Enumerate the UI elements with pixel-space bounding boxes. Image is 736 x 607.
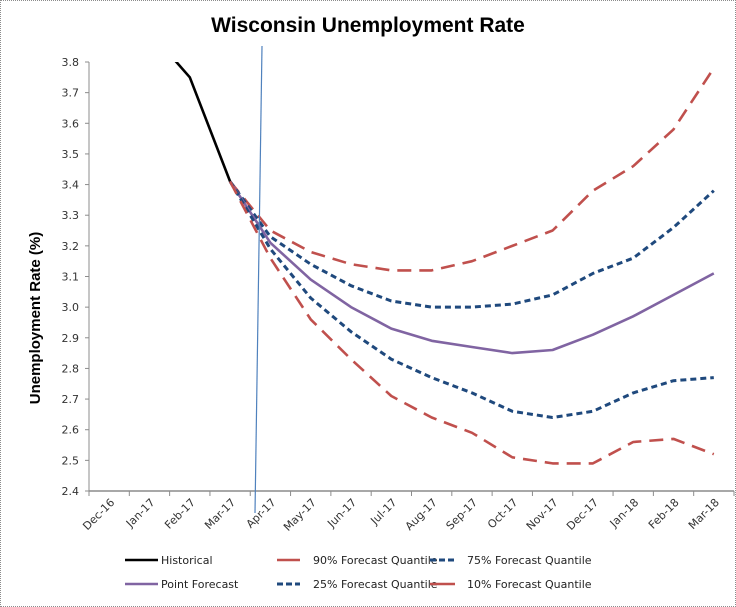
x-tick-label: Oct-17 [485,496,520,531]
series-line-historical [174,62,232,182]
y-tick-label: 2.6 [62,424,80,437]
x-tick-label: Feb-18 [646,496,682,532]
y-tick-label: 2.7 [62,393,80,406]
x-tick-label: Jan-18 [607,496,642,531]
series-line-10-forecast-quantile [228,180,715,465]
y-tick-label: 3.3 [62,209,80,222]
chart-title: Wisconsin Unemployment Rate [211,14,525,37]
legend-label: 25% Forecast Quantile [313,578,438,591]
x-tick-label: Sep-17 [444,496,481,533]
legend-item[interactable]: 75% Forecast Quantile [430,554,592,567]
series-line-90-forecast-quantile [229,67,715,272]
x-tick-label: May-17 [281,496,319,534]
legend-label: 90% Forecast Quantile [313,554,438,567]
y-tick-label: 2.9 [62,332,80,345]
x-tick-label: Jul-17 [367,496,399,528]
legend-item[interactable]: Point Forecast [125,578,239,591]
y-tick-label: 2.8 [62,362,80,375]
legend-item[interactable]: 90% Forecast Quantile [277,554,438,567]
series-line-point-forecast [229,180,715,355]
y-tick-label: 2.5 [62,454,80,467]
legend-item[interactable]: 25% Forecast Quantile [277,578,438,591]
y-tick-label: 3.4 [62,179,80,192]
x-tick-label: Aug-17 [403,496,440,533]
legend-item[interactable]: 10% Forecast Quantile [430,578,592,591]
x-tick-label: Dec-17 [564,496,601,533]
x-tick-label: Mar-18 [686,496,722,532]
legend-label: Historical [161,554,213,567]
y-axis-title: Unemployment Rate (%) [27,232,44,405]
x-tick-label: Nov-17 [524,496,561,533]
x-tick-label: Jun-17 [324,496,359,531]
legend-label: Point Forecast [161,578,239,591]
x-tick-label: Mar-17 [202,496,238,532]
y-tick-label: 3.5 [62,148,80,161]
legend: Historical 90% Forecast Quantile 75% Forec… [125,554,592,591]
forecast-start-marker-line [254,45,263,514]
x-tick-label: Jan-17 [123,496,158,531]
series-group [174,62,715,465]
y-tick-label: 3.1 [62,271,80,284]
legend-item[interactable]: Historical [125,554,213,567]
legend-label: 10% Forecast Quantile [467,578,592,591]
y-axis-ticks: 2.4 2.5 2.6 2.7 2.8 2.9 3.0 3.1 3.2 3.3 3.4 3.5 3.6 3… [62,56,89,498]
y-tick-label: 3.8 [62,56,80,69]
y-tick-label: 3.7 [62,87,80,100]
y-tick-label: 3.6 [62,117,80,130]
series-line-25-forecast-quantile [228,180,714,419]
x-tick-label: Dec-16 [80,496,117,533]
y-tick-label: 2.4 [62,485,80,498]
x-tick-label: Feb-17 [162,496,198,532]
x-tick-label: Apr-17 [244,496,279,531]
y-tick-label: 3.0 [62,301,80,314]
legend-label: 75% Forecast Quantile [467,554,592,567]
series-line-75-forecast-quantile [228,180,715,309]
x-axis-ticks: Dec-16 Jan-17 Feb-17 Mar-17 Apr-17 May-17 Jun-… [80,491,735,534]
y-tick-label: 3.2 [62,240,80,253]
